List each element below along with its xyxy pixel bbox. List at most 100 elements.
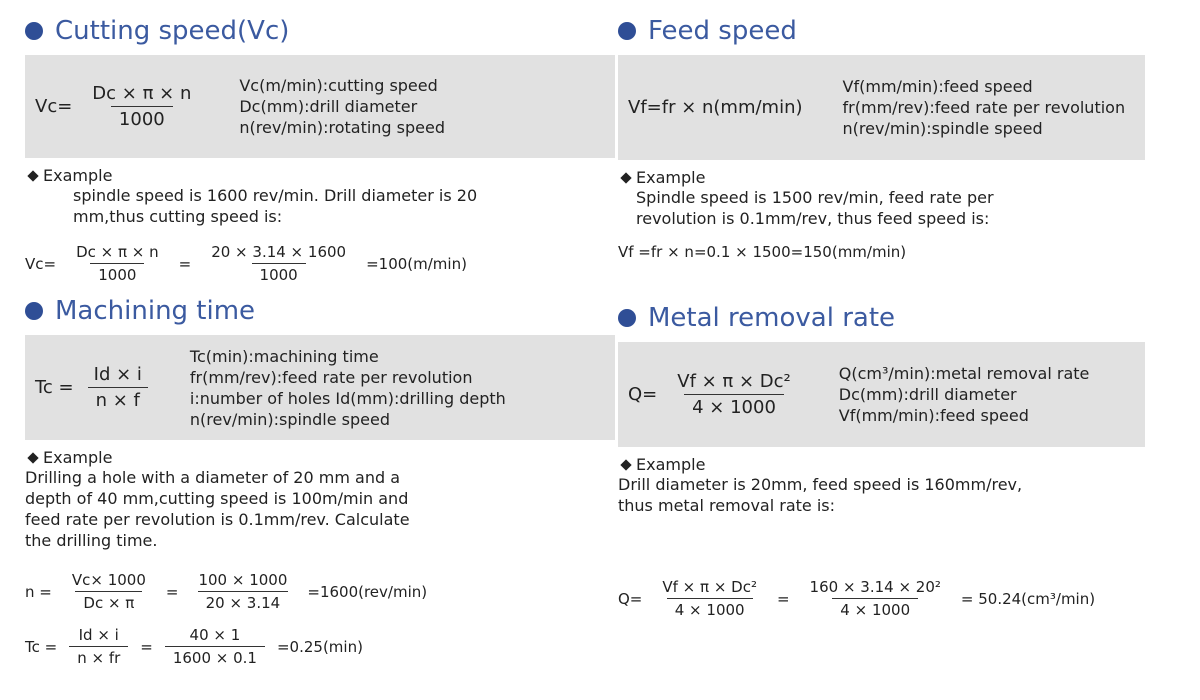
formula-text: Tc = (25, 637, 58, 656)
example-text: spindle speed is 1600 rev/min. Drill dia… (25, 185, 615, 227)
denominator: n × fr (69, 646, 129, 669)
formula-text: =0.25(min) (276, 637, 363, 656)
formula-text: Tc = (35, 377, 74, 398)
definition: n(rev/min):rotating speed (239, 118, 446, 137)
numerator: Vf × π × Dc² (677, 371, 791, 392)
formula-box: Q= Vf × π × Dc² 4 × 1000 Q(cm³/min):metal r… (618, 342, 1145, 447)
definition: fr(mm/rev):feed rate per revolution (189, 367, 473, 387)
formula-text: Vc= (35, 96, 73, 117)
fraction: Vf × π × Dc² 4 × 1000 (654, 576, 765, 621)
definition: i:number of holes Id(mm):drilling depth (189, 388, 506, 408)
fraction: Vc× 1000 Dc × π (64, 569, 154, 614)
example-label: Example (618, 168, 1145, 187)
formula-row: Q= Vf × π × Dc² 4 × 1000 (628, 369, 799, 420)
example-line: mm,thus cutting speed is: (73, 207, 283, 226)
fraction: Dc × π × n 1000 (84, 81, 199, 132)
definition: Tc(min):machining time (189, 346, 379, 366)
formula-text: = (776, 589, 790, 608)
example-label-text: Example (636, 168, 706, 187)
fraction: Id × i n × fr (69, 624, 129, 669)
denominator: n × f (87, 387, 148, 413)
example-label: Example (25, 448, 615, 467)
fraction: 20 × 3.14 × 1600 1000 (203, 241, 354, 286)
section-title: Metal removal rate (618, 301, 1145, 335)
example-line: thus metal removal rate is: (618, 496, 836, 515)
section-title: Machining time (25, 294, 615, 328)
example-text: Drilling a hole with a diameter of 20 mm… (25, 467, 615, 551)
formula-row: Q= Vf × π × Dc² 4 × 1000 = 160 × 3.14 × 20² 4… (618, 576, 1145, 621)
example-line: Drilling a hole with a diameter of 20 mm… (25, 468, 400, 487)
example-line: the drilling time. (25, 531, 158, 550)
example-line: spindle speed is 1600 rev/min. Drill dia… (73, 186, 478, 205)
formula-row: Vc= Dc × π × n 1000 (35, 81, 199, 132)
formula-text: =100(m/min) (366, 254, 467, 273)
formula-text: Vf =fr × n=0.1 × 1500=150(mm/min) (618, 243, 907, 261)
definition: n(rev/min):spindle speed (842, 119, 1043, 138)
definition: Vf(mm/min):feed speed (842, 77, 1033, 96)
calculations: Vc= Dc × π × n 1000 = 20 × 3.14 × 1600 1000 =1… (25, 241, 615, 286)
formula-text: = 50.24(cm³/min) (960, 589, 1096, 608)
calculations: n = Vc× 1000 Dc × π = 100 × 1000 20 × 3.14 = 16… (25, 569, 615, 669)
example-label-text: Example (43, 166, 113, 185)
formula-text: Vc= (25, 254, 57, 273)
example-label: Example (25, 166, 615, 185)
formula-row: Vf =fr × n=0.1 × 1500=150(mm/min) (618, 243, 1145, 261)
formula-row: n = Vc× 1000 Dc × π = 100 × 1000 20 × 3.14 =16… (25, 569, 615, 614)
definitions: Vc(m/min):cutting speed Dc(mm):drill diam… (239, 75, 445, 138)
numerator: Id × i (78, 626, 119, 644)
numerator: Vf × π × Dc² (662, 578, 757, 596)
formula-text: Vf=fr × n(mm/min) (628, 97, 803, 118)
formula-text: = (140, 637, 153, 656)
example-text: Spindle speed is 1500 rev/min, feed rate… (618, 187, 1145, 229)
definition: Vc(m/min):cutting speed (239, 76, 438, 95)
formula-text: n = (25, 582, 52, 601)
definition: n(rev/min):spindle speed (189, 409, 390, 429)
example-line: Drill diameter is 20mm, feed speed is 16… (618, 475, 1023, 494)
denominator: 1000 (110, 106, 173, 132)
denominator: 1000 (251, 263, 306, 286)
formula-row: Vf=fr × n(mm/min) (628, 97, 803, 118)
definitions: Q(cm³/min):metal removal rate Dc(mm):dril… (839, 363, 1090, 426)
section-title: Feed speed (618, 14, 1145, 48)
example-label: Example (618, 455, 1145, 474)
formula-row: Tc = Id × i n × fr = 40 × 1 1600 × 0.1 =0.25(m… (25, 624, 615, 669)
section: Feed speed Vf=fr × n(mm/min) Vf(mm/min):fe… (618, 14, 1145, 271)
denominator: 1600 × 0.1 (164, 646, 265, 669)
formula-row: Vc= Dc × π × n 1000 = 20 × 3.14 × 1600 1000 =1… (25, 241, 615, 286)
definition: Vf(mm/min):feed speed (838, 406, 1029, 425)
numerator: 160 × 3.14 × 20² (809, 578, 941, 596)
example-label-text: Example (43, 448, 113, 467)
formula-text: = (165, 582, 179, 601)
section-title: Cutting speed(Vc) (25, 14, 615, 48)
example-line: Spindle speed is 1500 rev/min, feed rate… (636, 188, 994, 207)
fraction: Dc × π × n 1000 (68, 241, 167, 286)
formula-box: Vf=fr × n(mm/min) Vf(mm/min):feed speed fr… (618, 55, 1145, 160)
example-line: depth of 40 mm,cutting speed is 100m/min… (25, 489, 409, 508)
fraction: 40 × 1 1600 × 0.1 (164, 624, 265, 669)
formula-text: Q= (628, 384, 658, 405)
numerator: Dc × π × n (76, 243, 159, 261)
definitions: Tc(min):machining time fr(mm/rev):feed ra… (190, 346, 506, 430)
formula-text: = (178, 254, 192, 273)
fraction: Vf × π × Dc² 4 × 1000 (669, 369, 799, 420)
calculations: Vf =fr × n=0.1 × 1500=150(mm/min) (618, 243, 1145, 261)
fraction: 160 × 3.14 × 20² 4 × 1000 (802, 576, 949, 621)
definition: Q(cm³/min):metal removal rate (838, 364, 1090, 383)
denominator: 4 × 1000 (684, 394, 784, 420)
section: Cutting speed(Vc) Vc= Dc × π × n 1000 Vc(m/m… (25, 14, 615, 296)
definitions: Vf(mm/min):feed speed fr(mm/rev):feed rat… (843, 76, 1126, 139)
definition: fr(mm/rev):feed rate per revolution (842, 98, 1126, 117)
denominator: 4 × 1000 (832, 598, 919, 621)
fraction: 100 × 1000 20 × 3.14 (190, 569, 295, 614)
denominator: 4 × 1000 (666, 598, 753, 621)
numerator: 20 × 3.14 × 1600 (211, 243, 347, 261)
formula-box: Vc= Dc × π × n 1000 Vc(m/min):cutting speed… (25, 55, 615, 158)
denominator: 20 × 3.14 (197, 591, 289, 614)
example-line: revolution is 0.1mm/rev, thus feed speed… (636, 209, 990, 228)
numerator: Vc× 1000 (71, 571, 146, 589)
